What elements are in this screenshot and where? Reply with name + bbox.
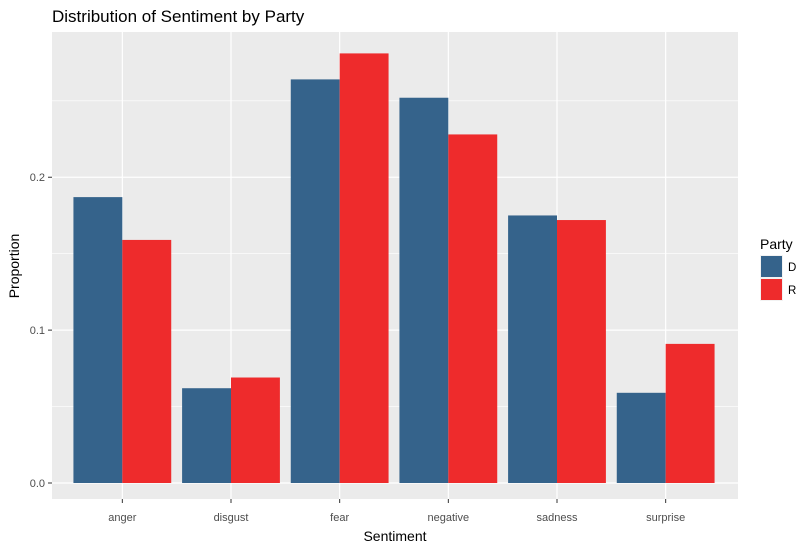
chart-title: Distribution of Sentiment by Party: [52, 7, 305, 26]
bar-sadness-D: [508, 215, 557, 483]
bar-disgust-D: [182, 388, 231, 483]
bar-surprise-R: [665, 343, 715, 483]
y-axis-title: Proportion: [6, 234, 22, 299]
y-tick-label: 0.2: [30, 172, 45, 184]
bars: [73, 53, 715, 484]
bar-anger-D: [73, 197, 123, 483]
bar-anger-R: [122, 239, 172, 483]
x-tick-label-surprise: surprise: [646, 512, 685, 524]
bar-disgust-R: [231, 377, 280, 483]
bar-negative-D: [399, 97, 449, 483]
y-axis: 0.0 0.1 0.2: [30, 172, 52, 490]
legend-key-D: [761, 256, 782, 277]
legend-key-R: [761, 279, 782, 300]
x-axis-title: Sentiment: [363, 528, 426, 544]
x-tick-label-disgust: disgust: [214, 512, 249, 524]
legend: Party DR: [760, 236, 796, 301]
bar-fear-R: [339, 53, 389, 484]
y-tick-label: 0.0: [30, 478, 45, 490]
x-axis: anger disgust fear negative sadness surprise: [108, 499, 685, 524]
bar-surprise-D: [616, 392, 666, 483]
x-tick-label-anger: anger: [108, 512, 136, 524]
x-tick-label-fear: fear: [330, 512, 349, 524]
x-tick-label-sadness: sadness: [537, 512, 578, 524]
bar-sadness-R: [557, 220, 606, 483]
bar-negative-R: [448, 134, 498, 483]
bar-fear-D: [290, 79, 340, 483]
legend-label-D: D: [788, 262, 796, 274]
x-tick-label-negative: negative: [428, 512, 470, 524]
legend-label-R: R: [788, 285, 796, 297]
y-tick-label: 0.1: [30, 325, 45, 337]
legend-title: Party: [760, 236, 793, 252]
